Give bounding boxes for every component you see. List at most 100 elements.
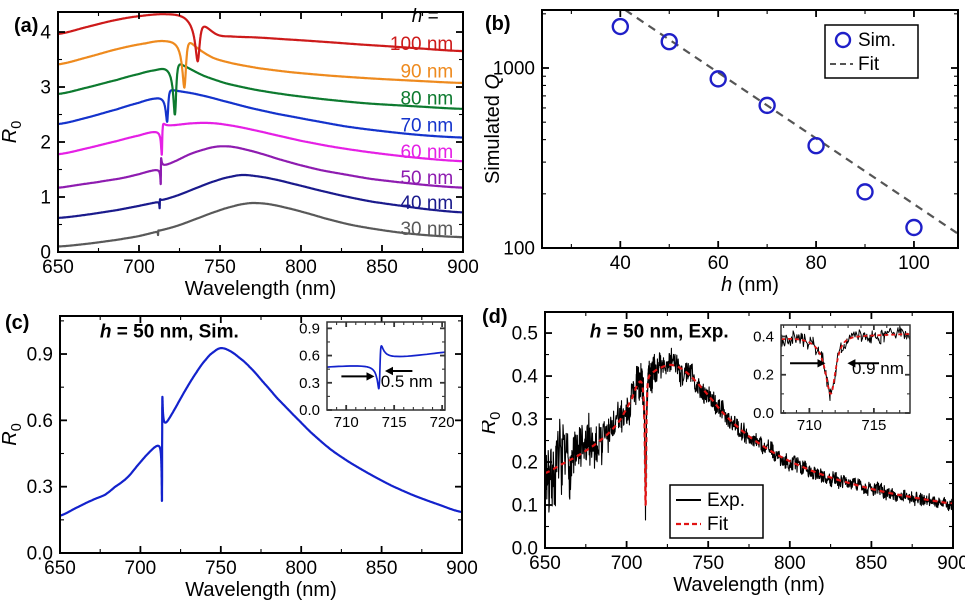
sim-data-point bbox=[758, 96, 776, 115]
x-tick-label: 750 bbox=[205, 558, 237, 579]
sim-data-point bbox=[856, 183, 874, 201]
fit-line bbox=[624, 10, 958, 235]
x-axis-label: Wavelength (nm) bbox=[673, 574, 825, 596]
y-tick-label: 0.6 bbox=[299, 348, 320, 365]
y-tick-label: 0 bbox=[40, 243, 51, 264]
y-axis-label: R0 bbox=[0, 121, 25, 143]
arrow-head bbox=[847, 359, 856, 368]
axis-ticks bbox=[542, 10, 958, 249]
y-tick-label: 100 bbox=[503, 239, 535, 260]
x-tick-label: 750 bbox=[204, 257, 236, 278]
panel-letter-a: (a) bbox=[14, 15, 38, 37]
x-tick-label: 710 bbox=[334, 414, 359, 431]
x-tick-label: 900 bbox=[447, 257, 479, 278]
curve-50nm bbox=[58, 145, 463, 189]
legend-sim-label: Sim. bbox=[858, 30, 896, 51]
panel-c-sim-spectrum: 650 700 750 800 850 900 0.0 0.3 0.6 0.9 Wavelength… bbox=[0, 312, 478, 601]
sim-data-point bbox=[709, 70, 727, 88]
curve-30nm bbox=[58, 201, 463, 248]
sim-data-point bbox=[611, 17, 630, 36]
curve-sim-50nm bbox=[60, 347, 462, 517]
y-tick-label: 0.0 bbox=[27, 544, 53, 565]
x-axis-label: Wavelength (nm) bbox=[185, 278, 337, 300]
legend-box bbox=[824, 24, 919, 79]
series-label-80nm: 80 nm bbox=[400, 89, 453, 110]
curve-fit bbox=[545, 363, 953, 506]
x-tick-label: 650 bbox=[42, 257, 74, 278]
series-label-40nm: 40 nm bbox=[400, 193, 453, 214]
x-tick-label: 800 bbox=[285, 257, 317, 278]
sim-data-point bbox=[660, 32, 678, 51]
x-tick-label: 800 bbox=[774, 553, 806, 574]
y-tick-label: 0.5 bbox=[512, 324, 538, 345]
axis-ticks bbox=[781, 325, 910, 414]
curve-40nm bbox=[58, 173, 463, 219]
x-tick-label: 720 bbox=[430, 414, 455, 431]
series-label-70nm: 70 nm bbox=[400, 116, 453, 137]
series-label-60nm: 60 nm bbox=[400, 142, 453, 163]
legend-sim-marker bbox=[834, 31, 852, 49]
y-tick-label: 4 bbox=[40, 23, 51, 44]
x-tick-label: 650 bbox=[44, 558, 76, 579]
y-tick-label: 0.2 bbox=[753, 367, 774, 384]
axis-ticks bbox=[59, 316, 463, 554]
y-tick-label: 0.0 bbox=[512, 539, 538, 560]
panel-d-exp-spectrum: 650 700 750 800 850 900 0.0 0.1 0.2 0.3 0.4 0.5 Wave… bbox=[482, 306, 965, 596]
legend-fit-label: Fit bbox=[707, 514, 729, 535]
y-tick-label: 0.3 bbox=[512, 410, 538, 431]
axis-ticks bbox=[544, 312, 954, 549]
y-tick-label: 0.4 bbox=[512, 367, 539, 388]
x-tick-label: 715 bbox=[861, 417, 886, 434]
x-axis-label: h (nm) bbox=[721, 274, 779, 296]
curve-100nm bbox=[58, 13, 463, 63]
x-tick-label: 715 bbox=[382, 414, 407, 431]
x-tick-label: 850 bbox=[856, 553, 888, 574]
curve-60nm bbox=[58, 121, 463, 163]
x-tick-label: 800 bbox=[285, 558, 317, 579]
x-tick-label: 900 bbox=[446, 558, 478, 579]
x-tick-label: 80 bbox=[806, 253, 827, 274]
curve-90nm bbox=[58, 39, 463, 89]
y-tick-label: 0.9 bbox=[299, 320, 320, 337]
x-tick-label: 700 bbox=[611, 553, 643, 574]
y-tick-label: 0.1 bbox=[512, 496, 538, 517]
y-tick-label: 0.9 bbox=[27, 345, 53, 366]
x-tick-label: 650 bbox=[529, 553, 561, 574]
series-label-50nm: 50 nm bbox=[400, 168, 453, 189]
y-tick-label: 0.4 bbox=[753, 328, 774, 345]
legend-title-h: h = bbox=[412, 6, 439, 27]
y-tick-label: 0.2 bbox=[512, 453, 538, 474]
curve-exp bbox=[545, 347, 953, 521]
y-tick-label: 0.0 bbox=[753, 405, 774, 422]
y-tick-label: 0.3 bbox=[27, 477, 53, 498]
series-label-30nm: 30 nm bbox=[400, 219, 453, 240]
axis-frame bbox=[780, 324, 911, 414]
panel-a-offset-spectra: 650 700 750 800 850 900 0 1 2 3 4 Wavelength (nm) R0… bbox=[0, 6, 479, 300]
y-tick-label: 1 bbox=[40, 188, 51, 209]
axis-frame bbox=[326, 321, 446, 411]
panel-title: h = 50 nm, Exp. bbox=[590, 321, 729, 342]
inset-curve-fit bbox=[781, 333, 910, 395]
panel-letter-c: (c) bbox=[5, 312, 29, 334]
inset-curve-sim bbox=[327, 345, 445, 390]
legend-fit-label: Fit bbox=[858, 54, 880, 75]
y-tick-label: 3 bbox=[40, 78, 51, 99]
axis-frame bbox=[541, 9, 959, 249]
panel-letter-b: (b) bbox=[485, 13, 511, 35]
x-tick-label: 710 bbox=[797, 417, 822, 434]
x-tick-label: 750 bbox=[692, 553, 724, 574]
y-tick-label: 2 bbox=[40, 133, 51, 154]
x-tick-label: 900 bbox=[937, 553, 965, 574]
panel-b-q-factor-scatter: 40 60 80 100 100 1000 h (nm) Simulated Q Sim. Fit… bbox=[482, 9, 959, 296]
sim-data-point bbox=[807, 137, 825, 155]
x-tick-label: 700 bbox=[123, 257, 155, 278]
curve-80nm bbox=[58, 63, 463, 116]
y-axis-label: R0 bbox=[0, 423, 25, 445]
y-tick-label: 0.6 bbox=[27, 411, 53, 432]
x-tick-label: 60 bbox=[708, 253, 729, 274]
legend-box bbox=[669, 484, 764, 539]
sim-data-point bbox=[905, 218, 923, 237]
legend-exp-label: Exp. bbox=[707, 490, 745, 511]
arrow-head bbox=[817, 359, 826, 368]
